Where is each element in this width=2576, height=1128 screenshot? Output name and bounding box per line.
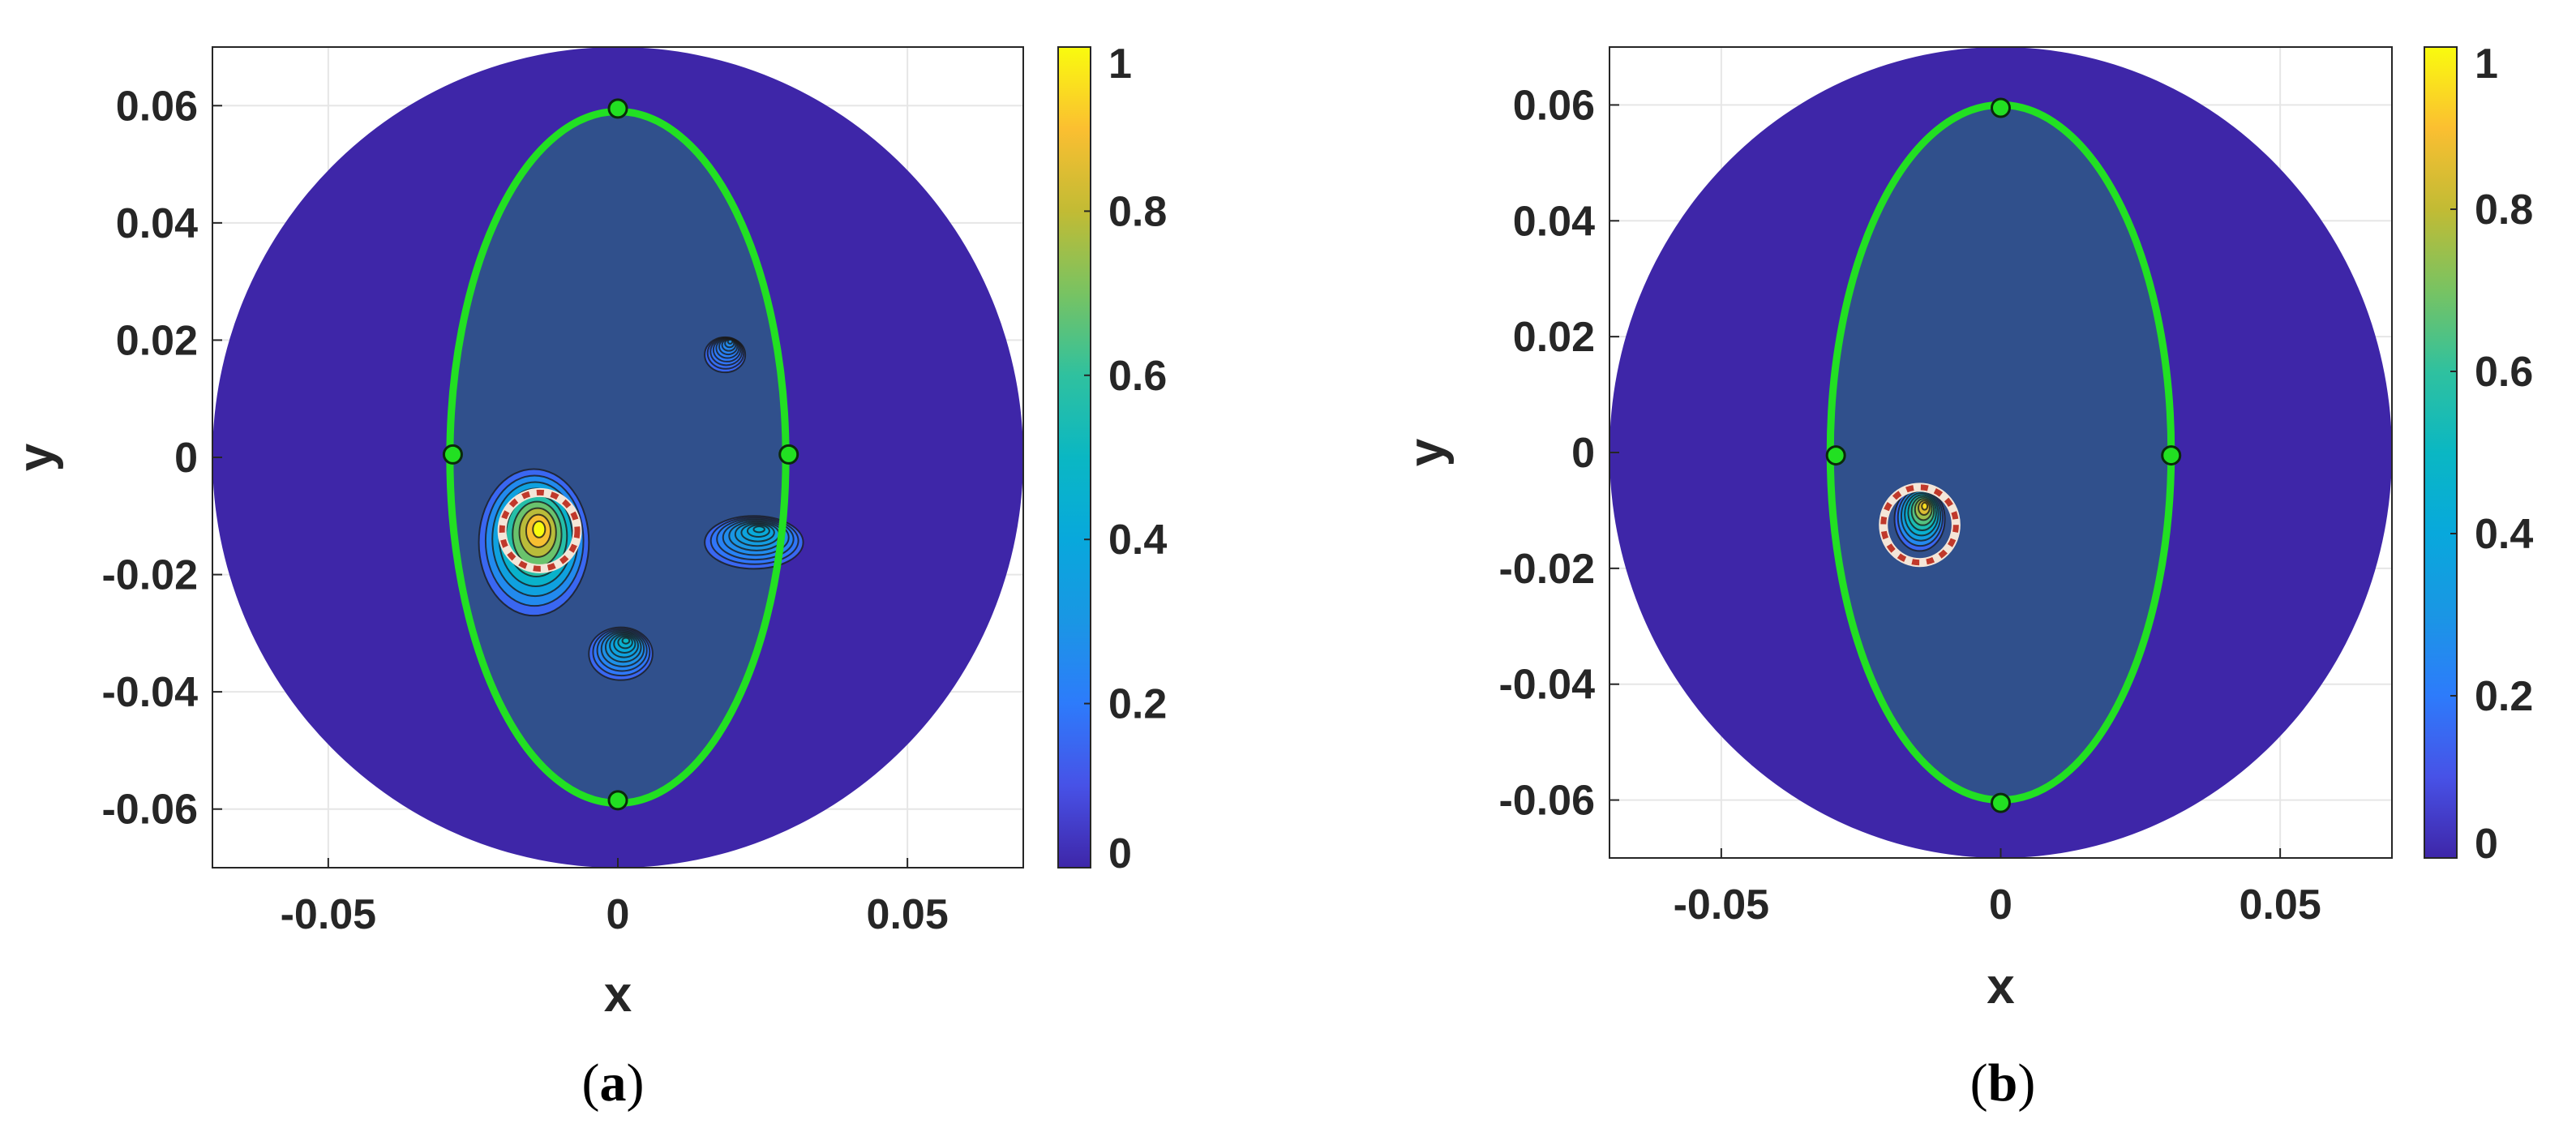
panel-a: -0.05 0 0.05 0.06 0.04 0.02 0 -0.02 -0.04 -0.06 x y… xyxy=(8,41,1167,1113)
x-axis-label: x xyxy=(1987,959,2015,1014)
colorbar-tick-label: 0 xyxy=(1108,830,1132,877)
colorbar-tick-label: 0.6 xyxy=(2475,349,2533,396)
boundary-marker xyxy=(1991,97,2011,118)
x-tick-label: 0.05 xyxy=(867,891,949,938)
y-tick-label: 0.06 xyxy=(116,83,198,130)
x-tick-label: 0 xyxy=(606,891,630,938)
contour-level xyxy=(752,525,765,534)
contour-level xyxy=(1921,501,1929,511)
contour-blob xyxy=(704,515,804,570)
y-tick-label: -0.02 xyxy=(101,552,198,599)
y-tick-label: -0.06 xyxy=(1498,778,1595,825)
y-tick-label: 0.02 xyxy=(116,317,198,364)
caption-open-paren: ( xyxy=(1970,1053,1988,1113)
boundary-marker xyxy=(778,444,799,465)
panel-b: -0.05 0 0.05 0.06 0.04 0.02 0 -0.02 -0.04 -0.06 x y… xyxy=(1399,41,2533,1113)
colorbar-tick-label: 0.4 xyxy=(1108,517,1167,564)
panel-caption: (a) xyxy=(582,1053,645,1113)
true-inclusion-dashes xyxy=(499,489,581,572)
boundary-marker xyxy=(1825,445,1846,466)
caption-close-paren: ) xyxy=(627,1053,645,1113)
contour-level xyxy=(532,520,546,538)
colorbar-tick-label: 1 xyxy=(1108,41,1132,88)
y-tick-label: 0.02 xyxy=(1513,314,1595,361)
panel-caption: (b) xyxy=(1970,1053,2036,1113)
y-tick-label: 0.06 xyxy=(1513,82,1595,129)
y-tick-label: 0 xyxy=(1571,430,1595,477)
colorbar xyxy=(1057,46,1091,869)
x-tick-label: -0.05 xyxy=(1674,881,1770,929)
caption-letter: b xyxy=(1988,1053,2018,1113)
boundary-marker xyxy=(607,790,628,811)
colorbar-tick-label: 0.8 xyxy=(2475,187,2533,234)
boundary-marker xyxy=(1991,792,2011,813)
contour-level xyxy=(621,637,631,645)
inclusion-region xyxy=(449,111,787,804)
x-axis-label: x xyxy=(604,967,632,1023)
x-tick-label: 0 xyxy=(1989,881,2012,929)
y-tick-label: 0 xyxy=(174,435,198,482)
x-tick-label: -0.05 xyxy=(281,891,377,938)
boundary-marker xyxy=(607,98,628,119)
x-tick-label: 0.05 xyxy=(2240,881,2321,929)
y-tick-label: 0.04 xyxy=(116,200,198,247)
colorbar-tick-label: 0 xyxy=(2475,821,2498,868)
caption-open-paren: ( xyxy=(582,1053,600,1113)
colorbar-tick-label: 0.8 xyxy=(1108,188,1167,235)
y-axis-label: y xyxy=(1399,438,1455,466)
colorbar xyxy=(2424,46,2458,859)
contour-level xyxy=(727,339,734,345)
y-tick-label: -0.04 xyxy=(1498,662,1595,709)
boundary-marker xyxy=(442,444,463,465)
colorbar-tick-label: 1 xyxy=(2475,41,2498,88)
y-tick-label: -0.02 xyxy=(1498,546,1595,593)
caption-close-paren: ) xyxy=(2017,1053,2035,1113)
y-tick-label: 0.04 xyxy=(1513,198,1595,245)
colorbar-tick-label: 0.6 xyxy=(1108,353,1167,400)
y-axis-label: y xyxy=(8,443,64,471)
contour-blob xyxy=(478,468,590,617)
colorbar-tick-label: 0.2 xyxy=(2475,673,2533,720)
boundary-marker xyxy=(2161,445,2182,466)
contour-blob xyxy=(588,626,654,681)
inclusion-region xyxy=(1830,105,2171,800)
y-tick-label: -0.04 xyxy=(101,669,198,716)
caption-letter: a xyxy=(600,1053,627,1113)
contour-blob xyxy=(704,336,747,374)
colorbar-tick-label: 0.4 xyxy=(2475,511,2533,558)
y-tick-label: -0.06 xyxy=(101,787,198,834)
colorbar-tick-label: 0.2 xyxy=(1108,681,1167,728)
true-inclusion-dashes xyxy=(1880,484,1959,566)
